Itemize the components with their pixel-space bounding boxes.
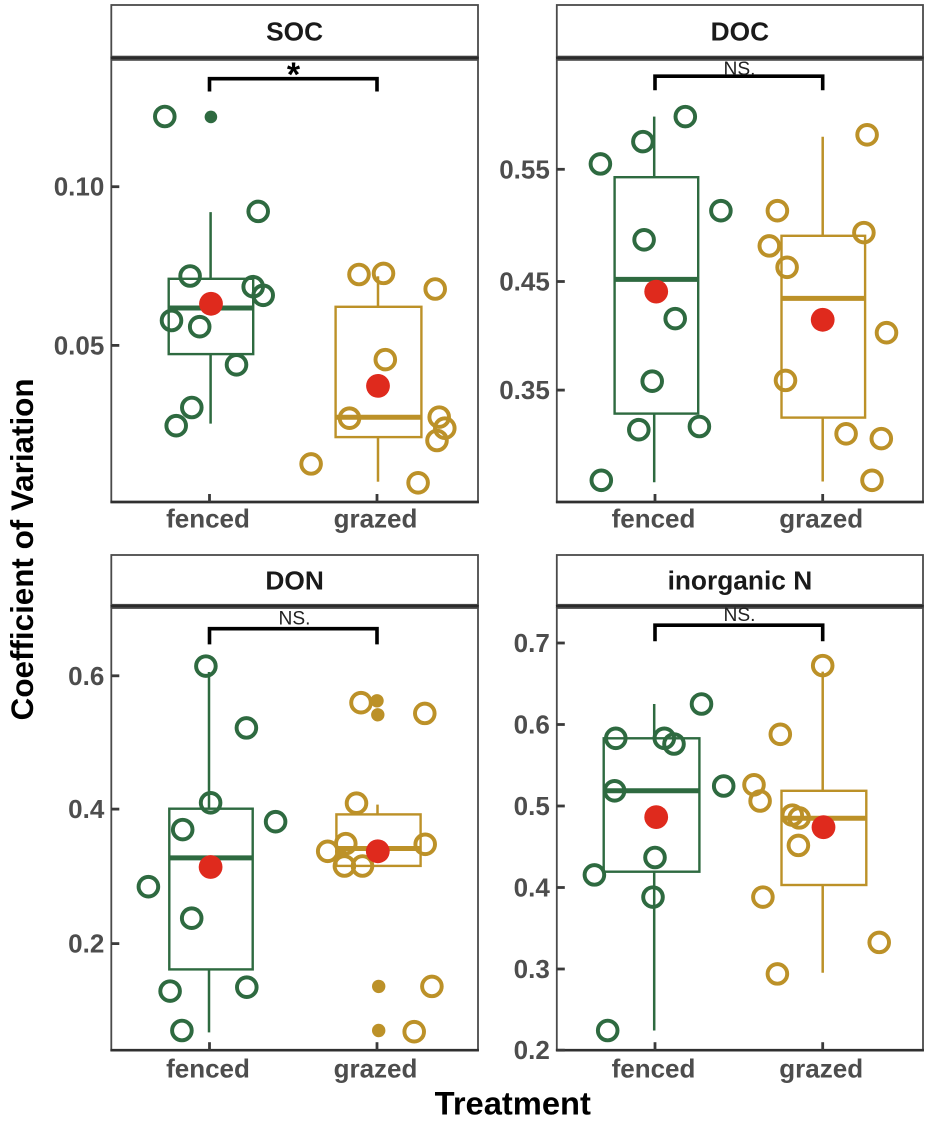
svg-text:*: * <box>287 56 301 94</box>
svg-text:fenced: fenced <box>166 1054 250 1084</box>
svg-text:SOC: SOC <box>266 16 323 46</box>
svg-text:0.35: 0.35 <box>499 375 550 405</box>
svg-text:0.05: 0.05 <box>54 330 105 360</box>
svg-text:0.2: 0.2 <box>514 1035 550 1065</box>
svg-text:NS.: NS. <box>279 609 311 630</box>
svg-text:0.5: 0.5 <box>514 791 550 821</box>
svg-text:0.6: 0.6 <box>514 710 550 740</box>
svg-text:0.3: 0.3 <box>514 954 550 984</box>
svg-text:Treatment: Treatment <box>435 1084 591 1121</box>
svg-text:grazed: grazed <box>779 503 863 533</box>
svg-text:NS.: NS. <box>724 605 756 626</box>
svg-text:fenced: fenced <box>166 503 250 533</box>
svg-text:NS.: NS. <box>724 59 756 80</box>
svg-text:grazed: grazed <box>779 1054 863 1084</box>
svg-text:0.55: 0.55 <box>499 154 550 184</box>
svg-text:inorganic N: inorganic N <box>668 565 813 595</box>
svg-text:grazed: grazed <box>334 503 418 533</box>
svg-text:0.4: 0.4 <box>68 794 105 824</box>
svg-text:0.4: 0.4 <box>514 873 551 903</box>
svg-text:grazed: grazed <box>334 1054 418 1084</box>
svg-text:0.45: 0.45 <box>499 267 550 297</box>
svg-text:fenced: fenced <box>612 503 696 533</box>
svg-text:DOC: DOC <box>711 16 769 46</box>
svg-text:0.6: 0.6 <box>68 661 104 691</box>
svg-text:0.2: 0.2 <box>68 929 104 959</box>
svg-text:DON: DON <box>265 565 323 595</box>
svg-text:0.7: 0.7 <box>514 628 550 658</box>
svg-text:fenced: fenced <box>612 1054 696 1084</box>
svg-text:Coefficient of Variation: Coefficient of Variation <box>5 378 40 720</box>
svg-text:0.10: 0.10 <box>54 172 105 202</box>
